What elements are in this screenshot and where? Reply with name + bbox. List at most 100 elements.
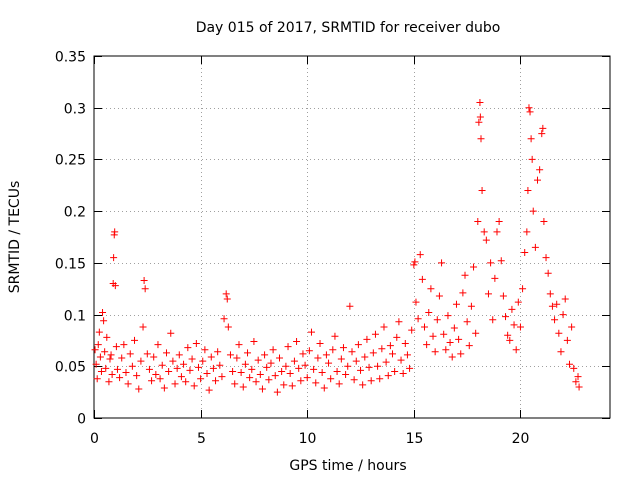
data-point: [391, 367, 399, 375]
data-point: [92, 360, 100, 368]
data-point: [95, 328, 103, 336]
data-point: [122, 368, 130, 376]
data-point: [171, 380, 179, 388]
data-point: [103, 333, 111, 341]
data-point: [440, 330, 448, 338]
y-tick-label: 0.3: [64, 102, 86, 118]
data-point: [395, 318, 403, 326]
data-point: [165, 367, 173, 375]
data-point: [273, 388, 281, 396]
data-point: [452, 300, 460, 308]
data-point: [145, 365, 153, 373]
data-point: [133, 372, 141, 380]
data-point: [102, 364, 110, 372]
data-point: [495, 217, 503, 225]
data-point: [239, 383, 247, 391]
data-point: [316, 340, 324, 348]
data-point: [194, 363, 202, 371]
data-point: [568, 323, 576, 331]
data-point: [120, 341, 128, 349]
data-point: [152, 371, 160, 379]
data-point: [376, 375, 384, 383]
data-point: [450, 324, 458, 332]
data-point: [397, 356, 405, 364]
data-point: [502, 313, 510, 321]
data-point: [570, 364, 578, 372]
data-point: [244, 349, 252, 357]
data-point: [476, 113, 484, 121]
data-point: [297, 377, 305, 385]
data-point: [167, 329, 175, 337]
data-point: [154, 341, 162, 349]
data-point: [222, 290, 230, 298]
data-point: [378, 345, 386, 353]
data-point: [504, 331, 512, 339]
data-point: [354, 341, 362, 349]
data-point: [529, 207, 537, 215]
data-point: [293, 337, 301, 345]
data-point: [337, 355, 345, 363]
data-point: [333, 367, 341, 375]
data-point: [305, 347, 313, 355]
data-point: [250, 337, 258, 345]
data-point: [491, 274, 499, 282]
grid-lines: [94, 56, 610, 418]
data-point: [182, 378, 190, 386]
data-point: [288, 382, 296, 390]
data-point: [124, 380, 132, 388]
data-point: [514, 298, 522, 306]
data-point: [406, 364, 414, 372]
data-point: [128, 362, 136, 370]
data-point: [314, 354, 322, 362]
data-point: [201, 346, 209, 354]
data-point: [435, 292, 443, 300]
data-point: [93, 375, 101, 383]
data-point: [472, 329, 480, 337]
data-point: [565, 360, 573, 368]
y-axis-label: SRMTID / TECUs: [7, 181, 23, 294]
data-point: [126, 350, 134, 358]
data-point: [331, 332, 339, 340]
data-point: [94, 341, 102, 349]
data-point: [524, 186, 532, 194]
data-point: [107, 351, 115, 359]
data-point: [269, 346, 277, 354]
data-point: [223, 295, 231, 303]
data-point: [359, 381, 367, 389]
data-point: [540, 217, 548, 225]
data-point: [536, 166, 544, 174]
data-point: [521, 249, 529, 257]
data-point: [348, 348, 356, 356]
data-point: [271, 372, 279, 380]
data-point: [510, 321, 518, 329]
data-point: [148, 377, 156, 385]
data-point: [140, 276, 148, 284]
data-point: [374, 362, 382, 370]
data-point: [438, 259, 446, 267]
data-point: [111, 228, 119, 236]
data-point: [557, 348, 565, 356]
data-point: [455, 335, 463, 343]
y-tick-label: 0.25: [55, 153, 86, 169]
data-point: [542, 254, 550, 262]
data-point: [575, 383, 583, 391]
data-point: [559, 311, 567, 319]
data-point: [307, 328, 315, 336]
data-point: [209, 364, 217, 372]
data-point: [284, 343, 292, 351]
data-point: [523, 228, 531, 236]
data-point: [384, 372, 392, 380]
data-point: [160, 384, 168, 392]
data-point: [101, 348, 109, 356]
data-point: [118, 354, 126, 362]
data-point: [357, 366, 365, 374]
data-point: [190, 382, 198, 390]
data-point: [457, 350, 465, 358]
data-point: [563, 336, 571, 344]
data-point: [369, 349, 377, 357]
data-point: [380, 323, 388, 331]
data-point: [162, 349, 170, 357]
data-point: [175, 351, 183, 359]
data-point: [346, 302, 354, 310]
data-point: [497, 257, 505, 265]
